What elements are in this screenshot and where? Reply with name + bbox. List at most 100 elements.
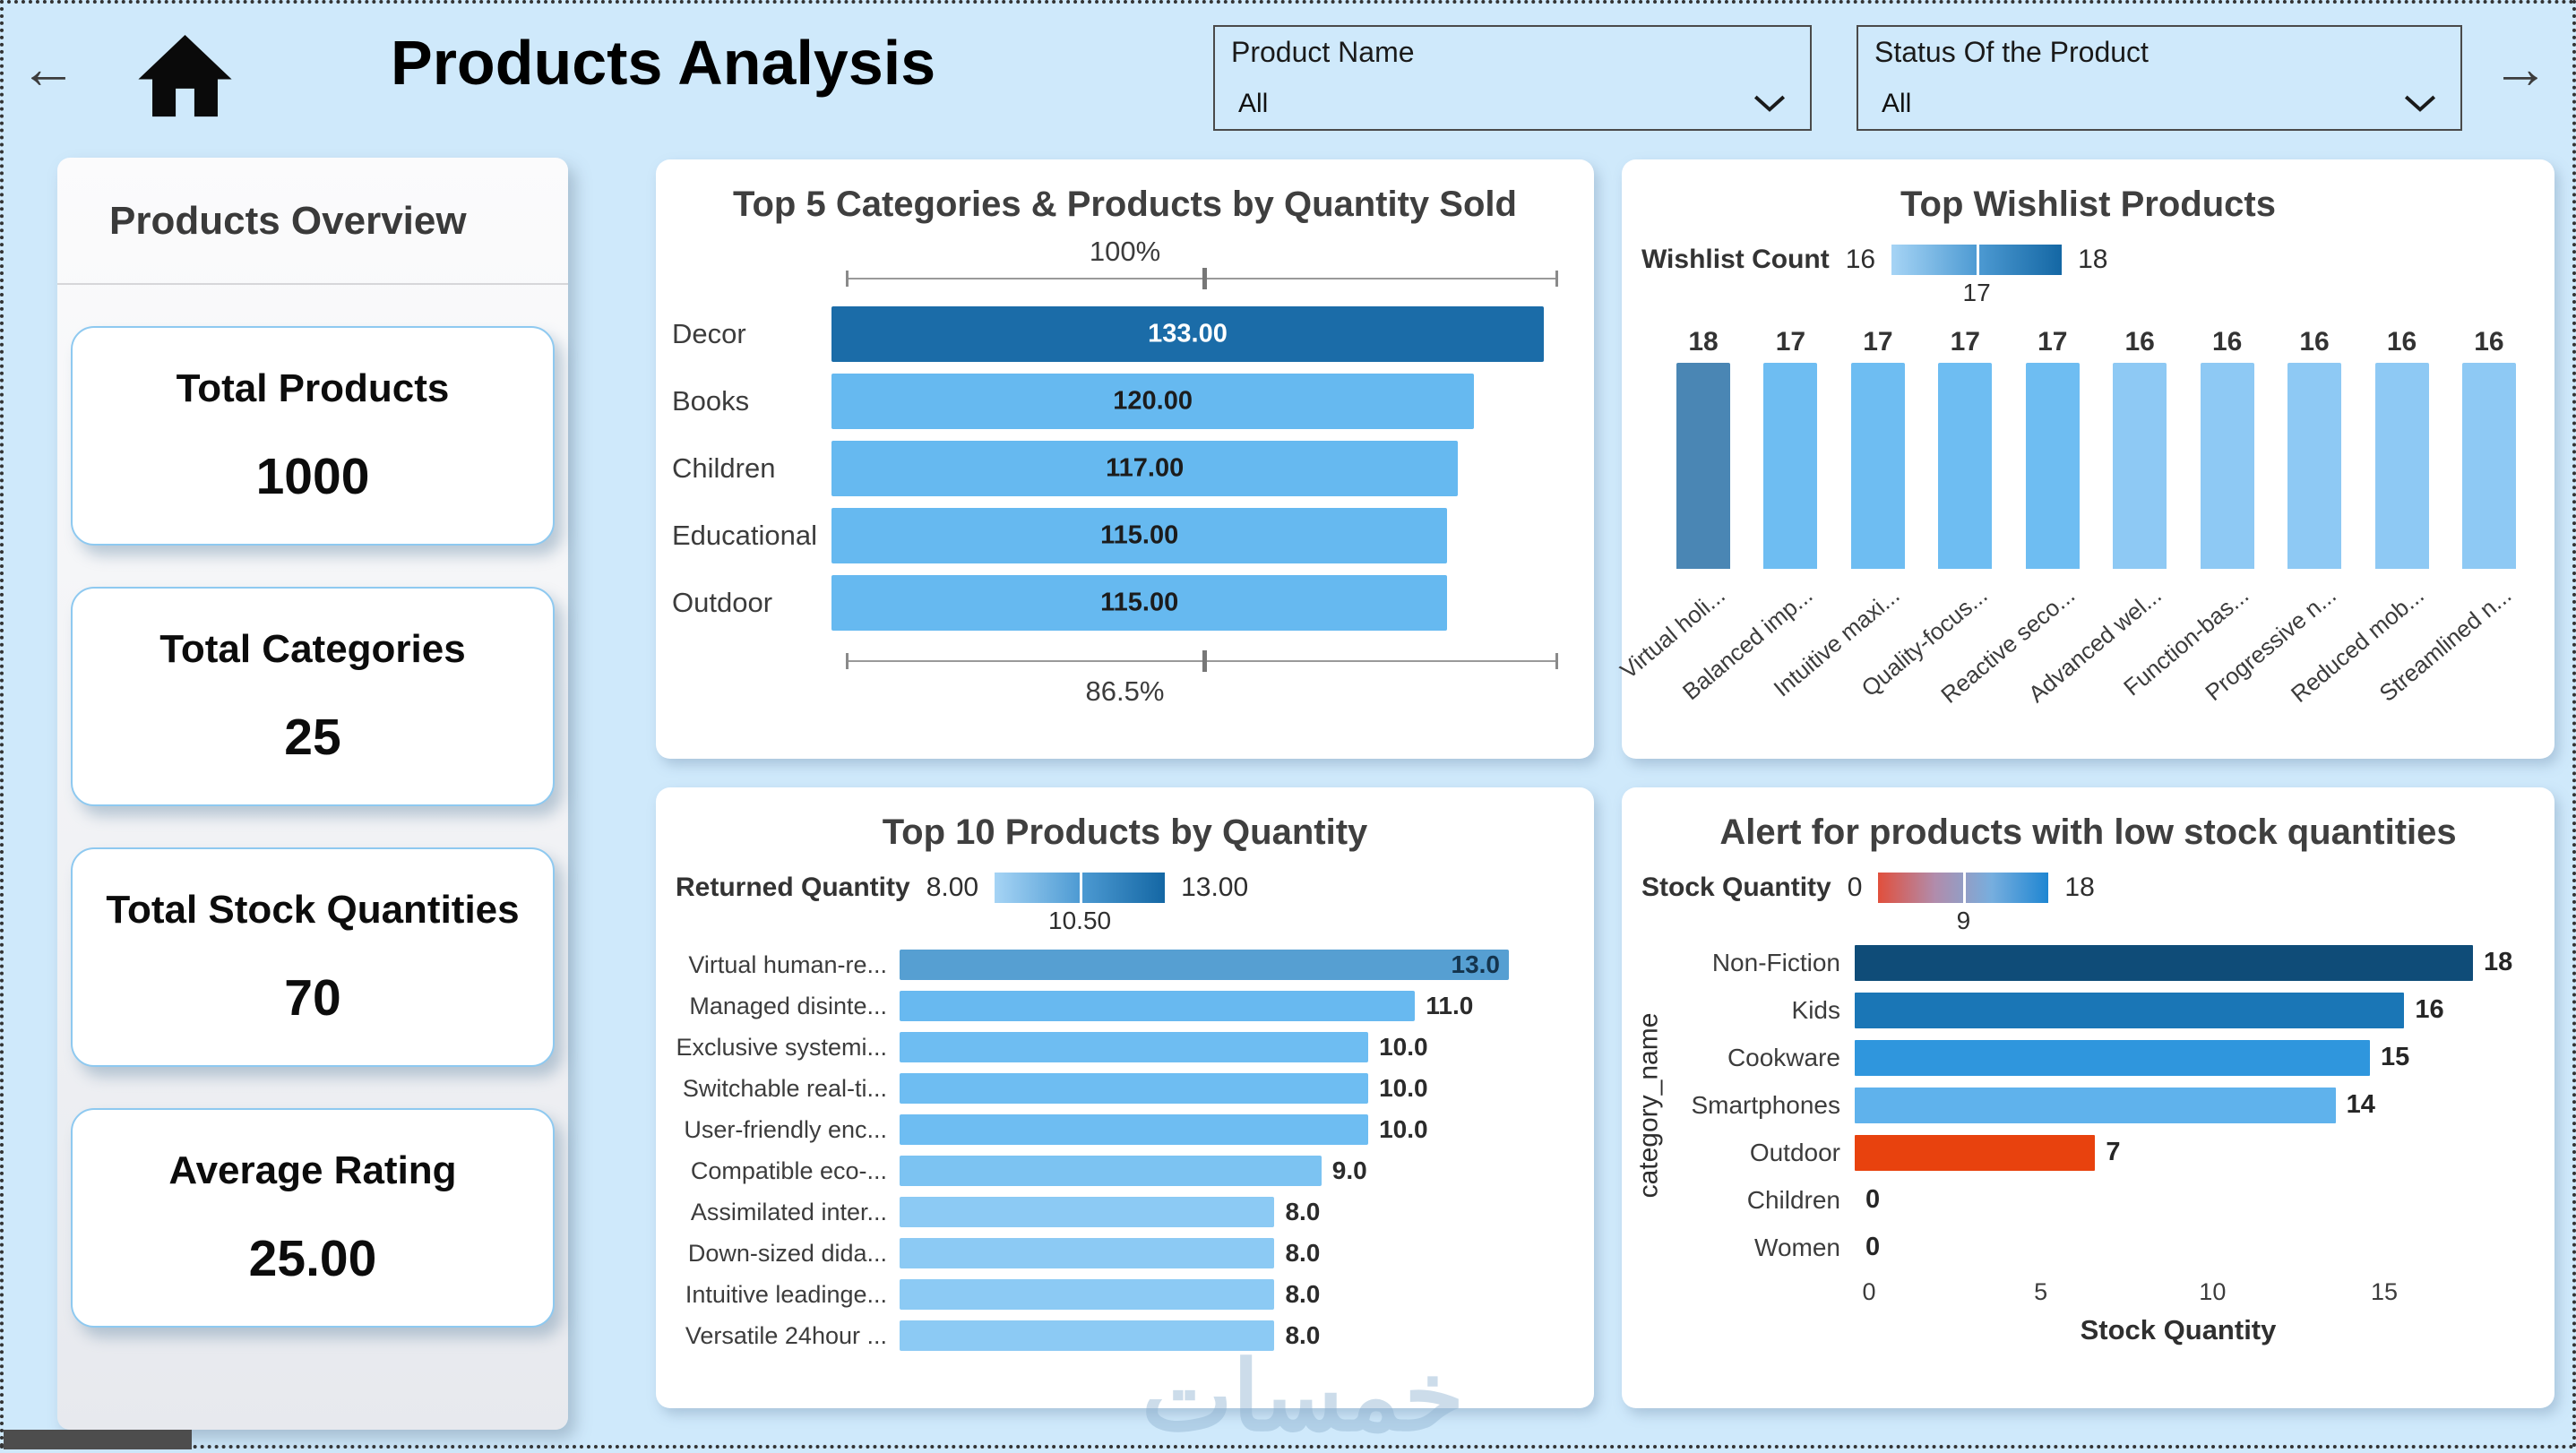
category-label: Versatile 24hour ...: [685, 1321, 887, 1349]
bar-area: 15: [1855, 1039, 2554, 1076]
page-title: Products Analysis: [391, 28, 936, 98]
bar-column: 16: [2449, 327, 2529, 569]
bar[interactable]: 120.00: [831, 373, 1475, 429]
bar[interactable]: [900, 1073, 1369, 1104]
category-label: Children: [672, 451, 776, 484]
bar[interactable]: 115.00: [831, 574, 1448, 631]
slider-tick[interactable]: [1555, 271, 1558, 287]
bar[interactable]: [900, 1156, 1322, 1186]
bar[interactable]: [1855, 1039, 2370, 1076]
bar-value-label: 16: [2299, 327, 2330, 357]
zoom-slider-bottom[interactable]: [846, 650, 1558, 672]
bar-area: 9.0: [900, 1156, 1594, 1186]
kpi-value: 1000: [255, 447, 370, 505]
bar-value-label: 10.0: [1379, 1115, 1428, 1143]
kpi-label: Total Products: [176, 365, 450, 410]
bar-column: 16: [2187, 327, 2268, 569]
chart-title: Alert for products with low stock quanti…: [1719, 812, 2457, 852]
slider-tick[interactable]: [846, 653, 849, 669]
bar-value-label: 10.0: [1379, 1033, 1428, 1061]
chart-top-wishlist-card: Top Wishlist Products Wishlist Count 16 …: [1615, 159, 2554, 759]
bar-row: Down-sized dida... 8.0: [656, 1233, 1594, 1274]
bar-row: Intuitive leadinge... 8.0: [656, 1274, 1594, 1315]
bar[interactable]: [1855, 944, 2473, 981]
bar[interactable]: [900, 1279, 1275, 1310]
bar[interactable]: [1855, 1134, 2096, 1171]
bar[interactable]: [2113, 363, 2167, 569]
bar-column: 17: [1750, 327, 1831, 569]
bar[interactable]: [2200, 363, 2254, 569]
slider-handle[interactable]: [1202, 268, 1207, 289]
bar[interactable]: [900, 991, 1416, 1021]
bar-area: 117.00: [831, 440, 1544, 496]
category-label: Decor: [672, 317, 746, 349]
wishlist-legend: Wishlist Count 16 17 18: [1641, 245, 2554, 306]
bar-row: Virtual human-re... 13.0: [656, 944, 1594, 985]
bar-row: Assimilated inter... 8.0: [656, 1191, 1594, 1233]
chart-title: Top 10 Products by Quantity: [882, 812, 1368, 852]
bar[interactable]: 133.00: [831, 305, 1544, 362]
bar-value-label: 8.0: [1285, 1198, 1321, 1225]
bar[interactable]: [2461, 363, 2516, 569]
x-axis: 0 5 10 15: [1862, 1278, 2554, 1311]
category-label: Kids: [1791, 995, 1840, 1024]
bar-area: 8.0: [900, 1320, 1594, 1351]
back-arrow-button[interactable]: ←: [20, 36, 77, 100]
kpi-card-total-products: Total Products 1000: [71, 326, 555, 546]
category-label: Down-sized dida...: [687, 1239, 887, 1267]
kpi-value: 25.00: [248, 1229, 377, 1287]
bar-value-label: 0: [1865, 1233, 1881, 1261]
category-label: Cookware: [1727, 1043, 1840, 1071]
bar-value-label: 115.00: [1100, 520, 1179, 549]
bar[interactable]: [900, 1320, 1275, 1351]
bar[interactable]: [900, 1114, 1369, 1145]
bar[interactable]: [1855, 1087, 2336, 1123]
category-label: Intuitive leadinge...: [685, 1280, 887, 1308]
slider-handle[interactable]: [1202, 650, 1207, 672]
bar[interactable]: [900, 1032, 1369, 1062]
bar-area: 10.0: [900, 1073, 1594, 1104]
bar-value-label: 133.00: [1148, 319, 1228, 348]
category-label: Outdoor: [672, 586, 773, 618]
bar[interactable]: 115.00: [831, 507, 1448, 563]
bar[interactable]: [900, 1238, 1275, 1268]
bar-value-label: 8.0: [1285, 1321, 1321, 1349]
category-label: Non-Fiction: [1711, 948, 1840, 976]
kpi-card-total-stock-quantities: Total Stock Quantities 70: [71, 847, 555, 1067]
bar[interactable]: 13.0: [900, 950, 1509, 980]
bar[interactable]: [2287, 363, 2342, 569]
bar[interactable]: [1938, 363, 1993, 569]
legend-label: Stock Quantity: [1641, 873, 1831, 902]
bar[interactable]: 117.00: [831, 440, 1459, 496]
bar[interactable]: [1676, 363, 1730, 569]
bar-row: Managed disinte... 11.0: [656, 985, 1594, 1027]
kpi-value: 25: [284, 708, 341, 766]
slider-tick[interactable]: [846, 271, 849, 287]
bar-column: 16: [2099, 327, 2180, 569]
bar[interactable]: [2374, 363, 2429, 569]
bar-value-label: 16: [2474, 327, 2504, 357]
bar-value-label: 9.0: [1331, 1156, 1367, 1184]
filter-product-status[interactable]: Status Of the Product All: [1857, 25, 2462, 131]
bar-row: Women 0: [1676, 1224, 2554, 1271]
bar-row: Children 117.00: [656, 434, 1594, 502]
bar-area: 133.00: [831, 305, 1544, 362]
category-label: Exclusive systemi...: [676, 1033, 887, 1061]
filter-selected-value: All: [1882, 89, 1912, 118]
axis-labels: Virtual holi... Balanced imp... Intuitive …: [1615, 574, 2529, 709]
home-icon[interactable]: [129, 23, 241, 135]
zoom-slider-top-label: 100%: [1089, 236, 1161, 267]
zoom-slider-top[interactable]: [846, 268, 1558, 289]
bar[interactable]: [900, 1197, 1275, 1227]
slider-tick[interactable]: [1555, 653, 1558, 669]
bar-rows: Decor 133.00 Books 120.00 Children 117.00 Educ…: [656, 300, 1594, 636]
bar[interactable]: [1850, 363, 1905, 569]
bar[interactable]: [1763, 363, 1818, 569]
filter-product-name[interactable]: Product Name All: [1213, 25, 1812, 131]
bar-area: 0: [1855, 1230, 2554, 1266]
bar[interactable]: [1855, 992, 2405, 1028]
category-label: Books: [672, 384, 750, 417]
bar-value-label: 15: [2381, 1043, 2410, 1071]
forward-arrow-button[interactable]: →: [2492, 36, 2549, 100]
bar[interactable]: [2025, 363, 2080, 569]
